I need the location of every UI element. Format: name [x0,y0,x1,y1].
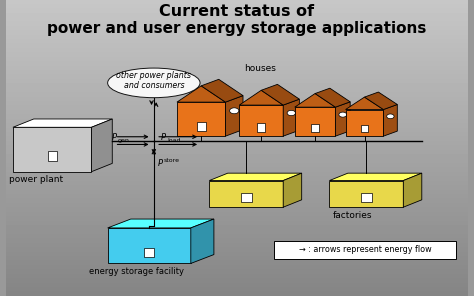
Polygon shape [210,173,301,181]
Ellipse shape [108,68,200,98]
Polygon shape [191,219,214,263]
Polygon shape [177,102,226,136]
Polygon shape [226,96,243,136]
Polygon shape [329,181,403,207]
Text: gen: gen [118,138,130,143]
Text: P: P [161,133,166,142]
Text: energy storage facility: energy storage facility [89,267,184,276]
Polygon shape [261,84,300,105]
Polygon shape [108,228,191,263]
Polygon shape [283,173,301,207]
Polygon shape [144,248,155,257]
Polygon shape [91,119,112,172]
Circle shape [229,108,239,114]
Text: P: P [157,159,163,168]
Polygon shape [346,110,383,136]
Text: P: P [111,133,116,142]
Polygon shape [346,97,383,110]
Polygon shape [283,99,300,136]
Text: → : arrows represent energy flow: → : arrows represent energy flow [299,245,431,254]
Polygon shape [201,79,243,102]
Polygon shape [329,173,422,181]
Polygon shape [13,119,112,127]
FancyBboxPatch shape [274,241,456,259]
Polygon shape [47,152,57,161]
Polygon shape [361,125,368,132]
Polygon shape [241,193,252,202]
Polygon shape [295,94,336,107]
Circle shape [387,114,394,119]
Polygon shape [239,90,283,105]
Text: other power plants
and consumers: other power plants and consumers [116,71,191,90]
Polygon shape [365,92,397,110]
Polygon shape [197,122,206,131]
Polygon shape [210,181,283,207]
Text: load: load [167,138,181,143]
Polygon shape [383,104,397,136]
Polygon shape [403,173,422,207]
Polygon shape [295,107,336,136]
Circle shape [339,112,346,117]
Polygon shape [361,193,372,202]
Polygon shape [13,127,91,172]
Polygon shape [311,124,319,132]
Polygon shape [108,219,214,228]
Text: power plant: power plant [9,175,64,184]
Circle shape [287,110,295,116]
Text: store: store [164,158,180,163]
Polygon shape [239,105,283,136]
Polygon shape [336,102,350,136]
Polygon shape [315,88,350,107]
Text: Current status of: Current status of [159,4,315,20]
Text: power and user energy storage applications: power and user energy storage applicatio… [47,21,427,36]
Text: houses: houses [244,64,276,73]
Text: factories: factories [333,211,372,220]
Polygon shape [257,123,265,132]
Polygon shape [177,86,226,102]
